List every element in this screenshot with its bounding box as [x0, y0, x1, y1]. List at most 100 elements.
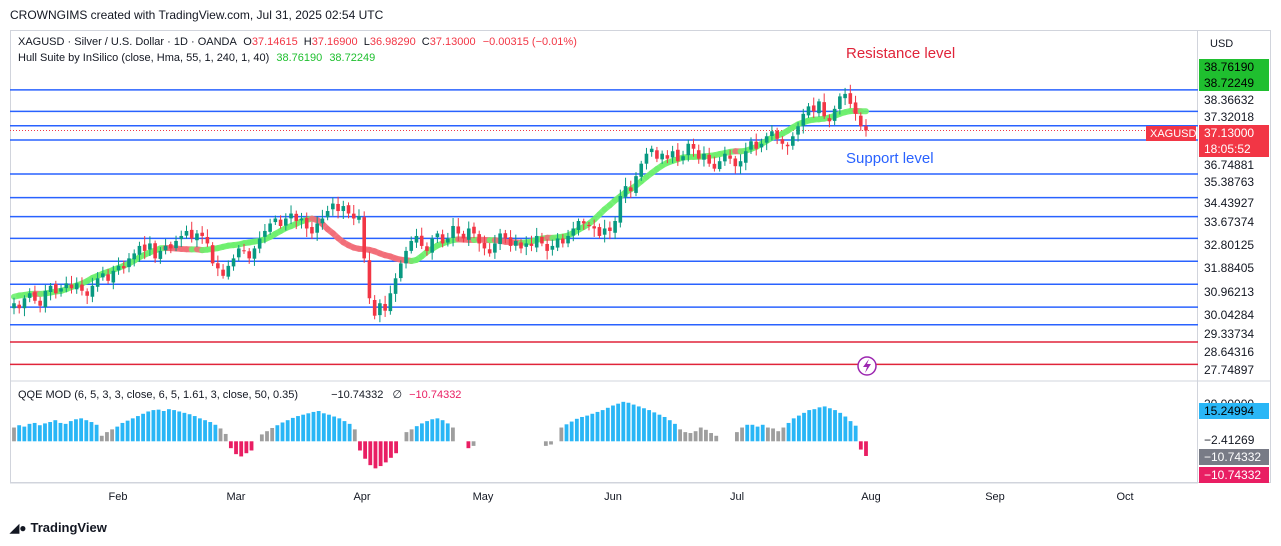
candle-99 [529, 235, 534, 252]
candle-37 [205, 229, 210, 247]
candle-44 [242, 243, 246, 254]
qqe-bar-15 [89, 422, 94, 442]
candle-body-65 [351, 213, 356, 219]
candle-100 [534, 227, 539, 253]
qqe-bar-7 [48, 422, 53, 442]
candle-32 [179, 230, 184, 248]
qqe-bar-149 [781, 427, 786, 442]
high-value: 37.16900 [311, 36, 358, 48]
qqe-bar-35 [192, 416, 197, 442]
candle-body-113 [602, 228, 607, 235]
candle-body-87 [466, 228, 471, 240]
candle-body-100 [534, 235, 539, 248]
qqe-bar-84 [445, 423, 450, 442]
qqe-bar-164 [858, 441, 863, 450]
price-tag-bg-3 [1199, 109, 1269, 125]
qqe-bar-57 [306, 413, 311, 442]
currency-label[interactable]: USD [1210, 38, 1234, 50]
price-tag-text-11: 30.96213 [1204, 285, 1254, 299]
qqe-tag-bg-2 [1199, 432, 1269, 448]
candle-body-161 [853, 102, 858, 114]
candle-13 [80, 277, 84, 296]
price-tag-2: 38.36632 [1199, 92, 1269, 108]
price-tag-3: 37.32018 [1199, 109, 1269, 125]
candle-body-63 [341, 206, 346, 212]
candle-body-30 [169, 244, 173, 249]
qqe-bar-5 [37, 425, 42, 442]
candle-78 [419, 227, 424, 250]
qqe-bar-162 [848, 421, 853, 442]
candle-149 [791, 132, 795, 150]
price-tag-text-4: 37.13000 [1204, 126, 1254, 140]
high-label: H [303, 36, 312, 48]
candle-148 [785, 142, 790, 155]
candle-body-59 [320, 218, 325, 224]
candle-110 [587, 221, 591, 231]
flash-event-icon[interactable] [857, 356, 877, 376]
qqe-bar-33 [182, 412, 187, 442]
price-tag-12: 30.04284 [1199, 307, 1269, 323]
qqe-bar-8 [53, 420, 58, 442]
qqe-bar-155 [812, 409, 817, 442]
candle-29 [163, 238, 168, 255]
candle-117 [623, 177, 628, 204]
qqe-bar-6 [43, 423, 47, 442]
candle-14 [85, 288, 89, 305]
candle-body-50 [273, 218, 278, 223]
change-value: −0.00315 (−0.01%) [482, 36, 577, 48]
candle-123 [655, 146, 659, 163]
candle-83 [446, 232, 450, 247]
candle-body-78 [419, 235, 424, 246]
candle-145 [770, 125, 774, 141]
candle-body-136 [723, 153, 727, 162]
candle-body-133 [707, 154, 711, 164]
footer-brand[interactable]: ◢● TradingView [10, 520, 107, 535]
candle-54 [294, 210, 299, 230]
low-label: L [363, 36, 370, 48]
qqe-bar-146 [765, 427, 770, 442]
price-tag-bg-14 [1199, 344, 1269, 360]
hull-legend-name: Hull Suite by InSilico (close, Hma, 55, … [18, 52, 270, 64]
candle-body-45 [247, 251, 252, 259]
price-tag-text-8: 33.67374 [1204, 215, 1254, 229]
candle-body-79 [425, 246, 429, 251]
qqe-bar-69 [368, 441, 373, 466]
candle-body-49 [268, 223, 272, 232]
candle-153 [811, 97, 816, 118]
candle-body-160 [848, 93, 853, 104]
candle-159 [843, 87, 847, 106]
candle-58 [315, 216, 319, 241]
qqe-bar-129 [678, 429, 683, 442]
qqe-bar-51 [275, 425, 280, 442]
qqe-bar-2 [22, 426, 27, 442]
candle-67 [362, 211, 367, 263]
candle-62 [336, 196, 340, 219]
candle-body-93 [498, 233, 502, 245]
qqe-bar-143 [750, 424, 755, 442]
candle-body-53 [289, 213, 293, 219]
candle-147 [780, 136, 785, 150]
candle-body-29 [163, 245, 168, 251]
candle-body-104 [555, 238, 560, 248]
qqe-legend-value-2: −10.74332 [409, 389, 462, 401]
candle-129 [686, 139, 691, 162]
qqe-bar-52 [280, 422, 285, 442]
candle-body-120 [639, 163, 644, 177]
qqe-bar-78 [414, 426, 419, 442]
qqe-bar-163 [853, 425, 858, 442]
candle-body-25 [142, 244, 147, 251]
price-tag-11: 30.96213 [1199, 284, 1269, 300]
price-tag-text-14: 28.64316 [1204, 345, 1254, 359]
candle-6 [43, 284, 48, 313]
qqe-tag-text-4: −10.74332 [1204, 468, 1261, 482]
candle-127 [676, 143, 680, 166]
candle-body-89 [477, 234, 482, 244]
price-tag-5: 36.74881 [1199, 157, 1269, 173]
candle-122 [649, 145, 654, 157]
candle-body-147 [780, 139, 785, 144]
qqe-bar-113 [595, 411, 600, 442]
qqe-bar-13 [79, 418, 84, 442]
candle-body-19 [111, 270, 116, 283]
candle-12 [74, 277, 79, 294]
